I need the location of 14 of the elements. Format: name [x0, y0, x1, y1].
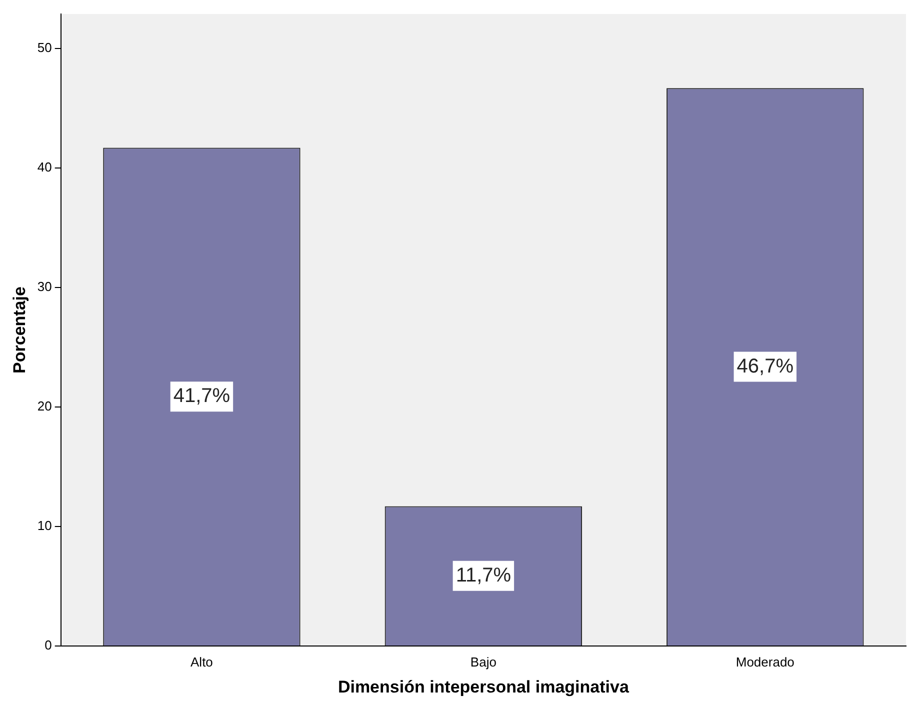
- y-tick-label: 30: [37, 279, 52, 294]
- y-tick-label: 40: [37, 160, 52, 175]
- x-tick-label: Alto: [190, 654, 213, 670]
- y-tick-label: 50: [37, 40, 52, 56]
- y-tick-label: 20: [37, 398, 52, 414]
- x-tick-label: Bajo: [470, 654, 496, 670]
- y-tick-label: 0: [44, 638, 52, 653]
- x-tick-label: Moderado: [736, 654, 794, 670]
- x-axis-title: Dimensión intepersonal imaginativa: [338, 677, 630, 696]
- data-label: 46,7%: [736, 355, 794, 378]
- data-label: 11,7%: [456, 564, 512, 586]
- y-axis-title: Porcentaje: [10, 286, 29, 374]
- y-tick-label: 10: [37, 518, 52, 534]
- data-label: 41,7%: [173, 385, 230, 408]
